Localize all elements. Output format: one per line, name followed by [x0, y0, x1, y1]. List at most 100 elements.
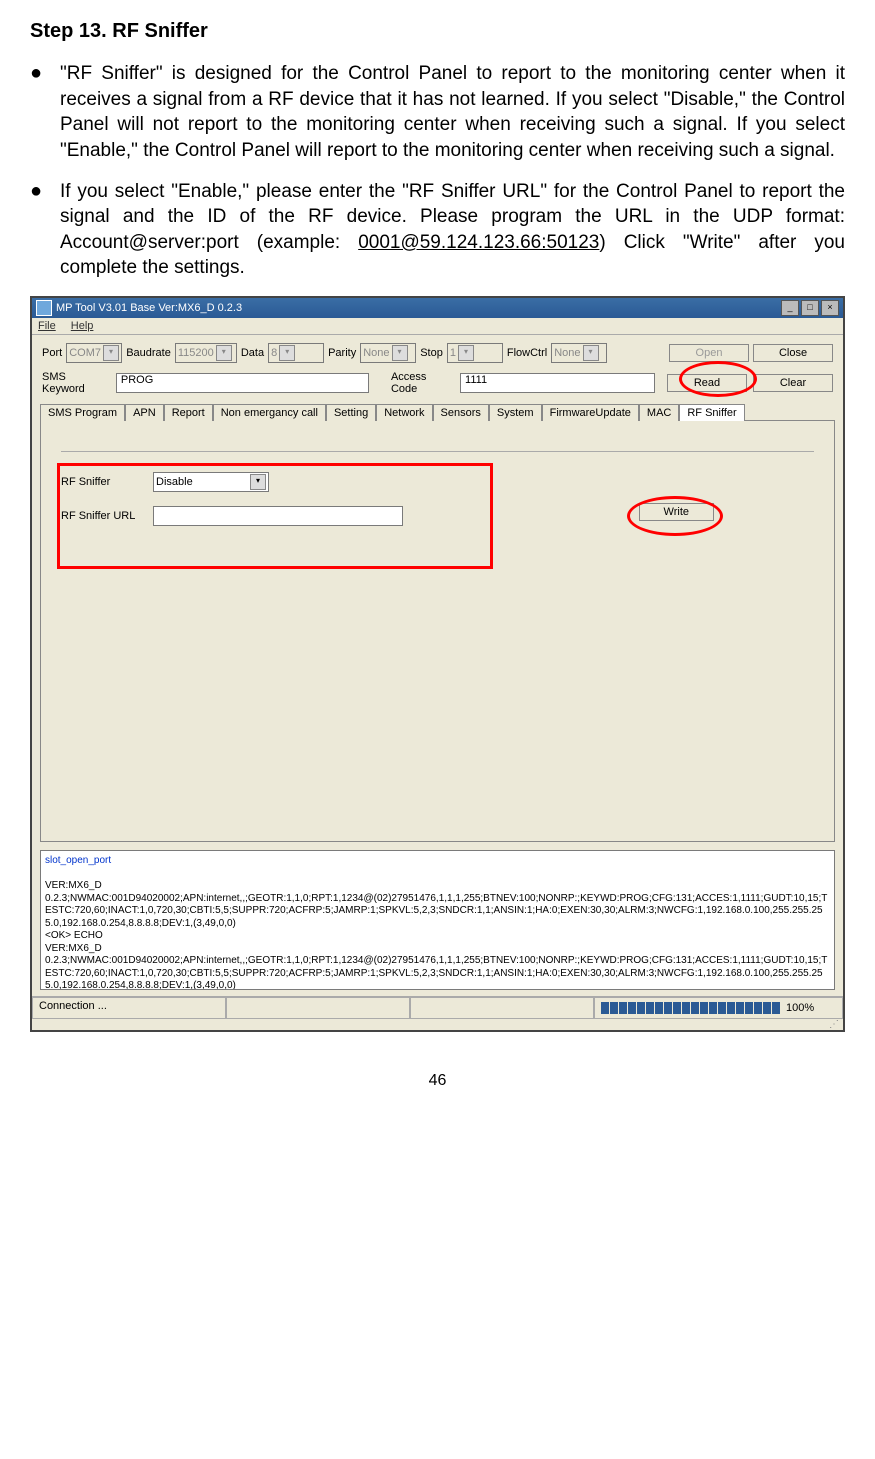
divider [61, 451, 814, 452]
progress-segment [646, 1002, 654, 1014]
progress-segment [709, 1002, 717, 1014]
window-title: MP Tool V3.01 Base Ver:MX6_D 0.2.3 [56, 302, 242, 314]
port-label: Port [42, 347, 62, 359]
tab-non-emergancy-call[interactable]: Non emergancy call [213, 404, 326, 421]
port-combo[interactable]: COM7▾ [66, 343, 122, 363]
parity-label: Parity [328, 347, 356, 359]
parity-combo[interactable]: None▾ [360, 343, 416, 363]
bullet-dot: ● [30, 179, 60, 282]
rf-sniffer-label: RF Sniffer [61, 476, 141, 488]
log-line: slot_open_port [45, 855, 830, 868]
bullet-dot: ● [30, 61, 60, 164]
progress-segment [664, 1002, 672, 1014]
progress-segment [772, 1002, 780, 1014]
tab-sensors[interactable]: Sensors [433, 404, 489, 421]
bullet-1-text: "RF Sniffer" is designed for the Control… [60, 61, 845, 164]
tab-strip: SMS ProgramAPNReportNon emergancy callSe… [40, 403, 835, 421]
baud-label: Baudrate [126, 347, 171, 359]
progress-segment [691, 1002, 699, 1014]
titlebar: MP Tool V3.01 Base Ver:MX6_D 0.2.3 _ □ × [32, 298, 843, 318]
clear-button[interactable]: Clear [753, 374, 833, 392]
status-cell-2 [226, 997, 410, 1019]
progress-segment [763, 1002, 771, 1014]
baud-combo[interactable]: 115200▾ [175, 343, 237, 363]
app-icon [36, 300, 52, 316]
chevron-down-icon: ▾ [279, 345, 295, 361]
tab-sms-program[interactable]: SMS Program [40, 404, 125, 421]
log-line: VER:MX6_D [45, 943, 830, 956]
bullet-list: ● "RF Sniffer" is designed for the Contr… [30, 61, 845, 281]
log-line: VER:MX6_D [45, 880, 830, 893]
chevron-down-icon: ▾ [216, 345, 232, 361]
rf-url-label: RF Sniffer URL [61, 510, 141, 522]
tab-report[interactable]: Report [164, 404, 213, 421]
status-progress-cell: 100% [594, 997, 843, 1019]
close-button[interactable]: Close [753, 344, 833, 362]
access-code-label: Access Code [391, 371, 454, 395]
tab-system[interactable]: System [489, 404, 542, 421]
tab-rf-sniffer[interactable]: RF Sniffer [679, 404, 744, 421]
tab-mac[interactable]: MAC [639, 404, 679, 421]
log-line: 0.2.3;NWMAC:001D94020002;APN:internet,,;… [45, 893, 830, 931]
log-line: 0.2.3;NWMAC:001D94020002;APN:internet,,;… [45, 955, 830, 990]
rf-url-input[interactable] [153, 506, 403, 526]
progress-segment [736, 1002, 744, 1014]
chevron-down-icon: ▾ [458, 345, 474, 361]
tab-apn[interactable]: APN [125, 404, 164, 421]
progress-segment [682, 1002, 690, 1014]
tab-setting[interactable]: Setting [326, 404, 376, 421]
menu-file[interactable]: File [38, 320, 56, 332]
progress-segment [628, 1002, 636, 1014]
log-line: <OK> ECHO [45, 930, 830, 943]
tab-network[interactable]: Network [376, 404, 432, 421]
progress-segment [727, 1002, 735, 1014]
status-connection: Connection ... [32, 997, 226, 1019]
progress-segment [601, 1002, 609, 1014]
chevron-down-icon: ▾ [250, 474, 266, 490]
stop-combo[interactable]: 1▾ [447, 343, 503, 363]
rf-sniffer-combo[interactable]: Disable▾ [153, 472, 269, 492]
progress-segment [700, 1002, 708, 1014]
log-output: slot_open_port VER:MX6_D 0.2.3;NWMAC:001… [40, 850, 835, 990]
access-code-input[interactable]: 1111 [460, 373, 655, 393]
progress-segment [718, 1002, 726, 1014]
flow-label: FlowCtrl [507, 347, 547, 359]
keyword-row: SMS Keyword PROG Access Code 1111 Read C… [32, 367, 843, 399]
progress-percent: 100% [786, 1002, 814, 1014]
flow-combo[interactable]: None▾ [551, 343, 607, 363]
stop-label: Stop [420, 347, 443, 359]
menu-help[interactable]: Help [71, 320, 94, 332]
data-combo[interactable]: 8▾ [268, 343, 324, 363]
resize-grip[interactable]: ⋰ [32, 1019, 843, 1030]
sms-keyword-label: SMS Keyword [42, 371, 110, 395]
menubar: File Help [32, 318, 843, 335]
chevron-down-icon: ▾ [583, 345, 599, 361]
progress-segment [745, 1002, 753, 1014]
tab-body: RF Sniffer Disable▾ RF Sniffer URL Write [40, 421, 835, 842]
chevron-down-icon: ▾ [103, 345, 119, 361]
progress-segment [619, 1002, 627, 1014]
statusbar: Connection ... 100% [32, 996, 843, 1019]
step-title: Step 13. RF Sniffer [30, 20, 845, 43]
progress-segment [637, 1002, 645, 1014]
close-window-button[interactable]: × [821, 300, 839, 316]
chevron-down-icon: ▾ [392, 345, 408, 361]
progress-bar [601, 1002, 780, 1014]
page-number: 46 [30, 1072, 845, 1090]
progress-segment [655, 1002, 663, 1014]
progress-segment [754, 1002, 762, 1014]
progress-segment [610, 1002, 618, 1014]
status-cell-3 [410, 997, 594, 1019]
minimize-button[interactable]: _ [781, 300, 799, 316]
app-window: MP Tool V3.01 Base Ver:MX6_D 0.2.3 _ □ ×… [30, 296, 845, 1032]
progress-segment [673, 1002, 681, 1014]
open-button[interactable]: Open [669, 344, 749, 362]
bullet-2-text: If you select "Enable," please enter the… [60, 179, 845, 282]
sms-keyword-input[interactable]: PROG [116, 373, 369, 393]
maximize-button[interactable]: □ [801, 300, 819, 316]
connection-toolbar: Port COM7▾ Baudrate 115200▾ Data 8▾ Pari… [32, 335, 843, 367]
tab-firmwareupdate[interactable]: FirmwareUpdate [542, 404, 639, 421]
read-button[interactable]: Read [667, 374, 747, 392]
data-label: Data [241, 347, 264, 359]
write-button[interactable]: Write [639, 503, 714, 521]
